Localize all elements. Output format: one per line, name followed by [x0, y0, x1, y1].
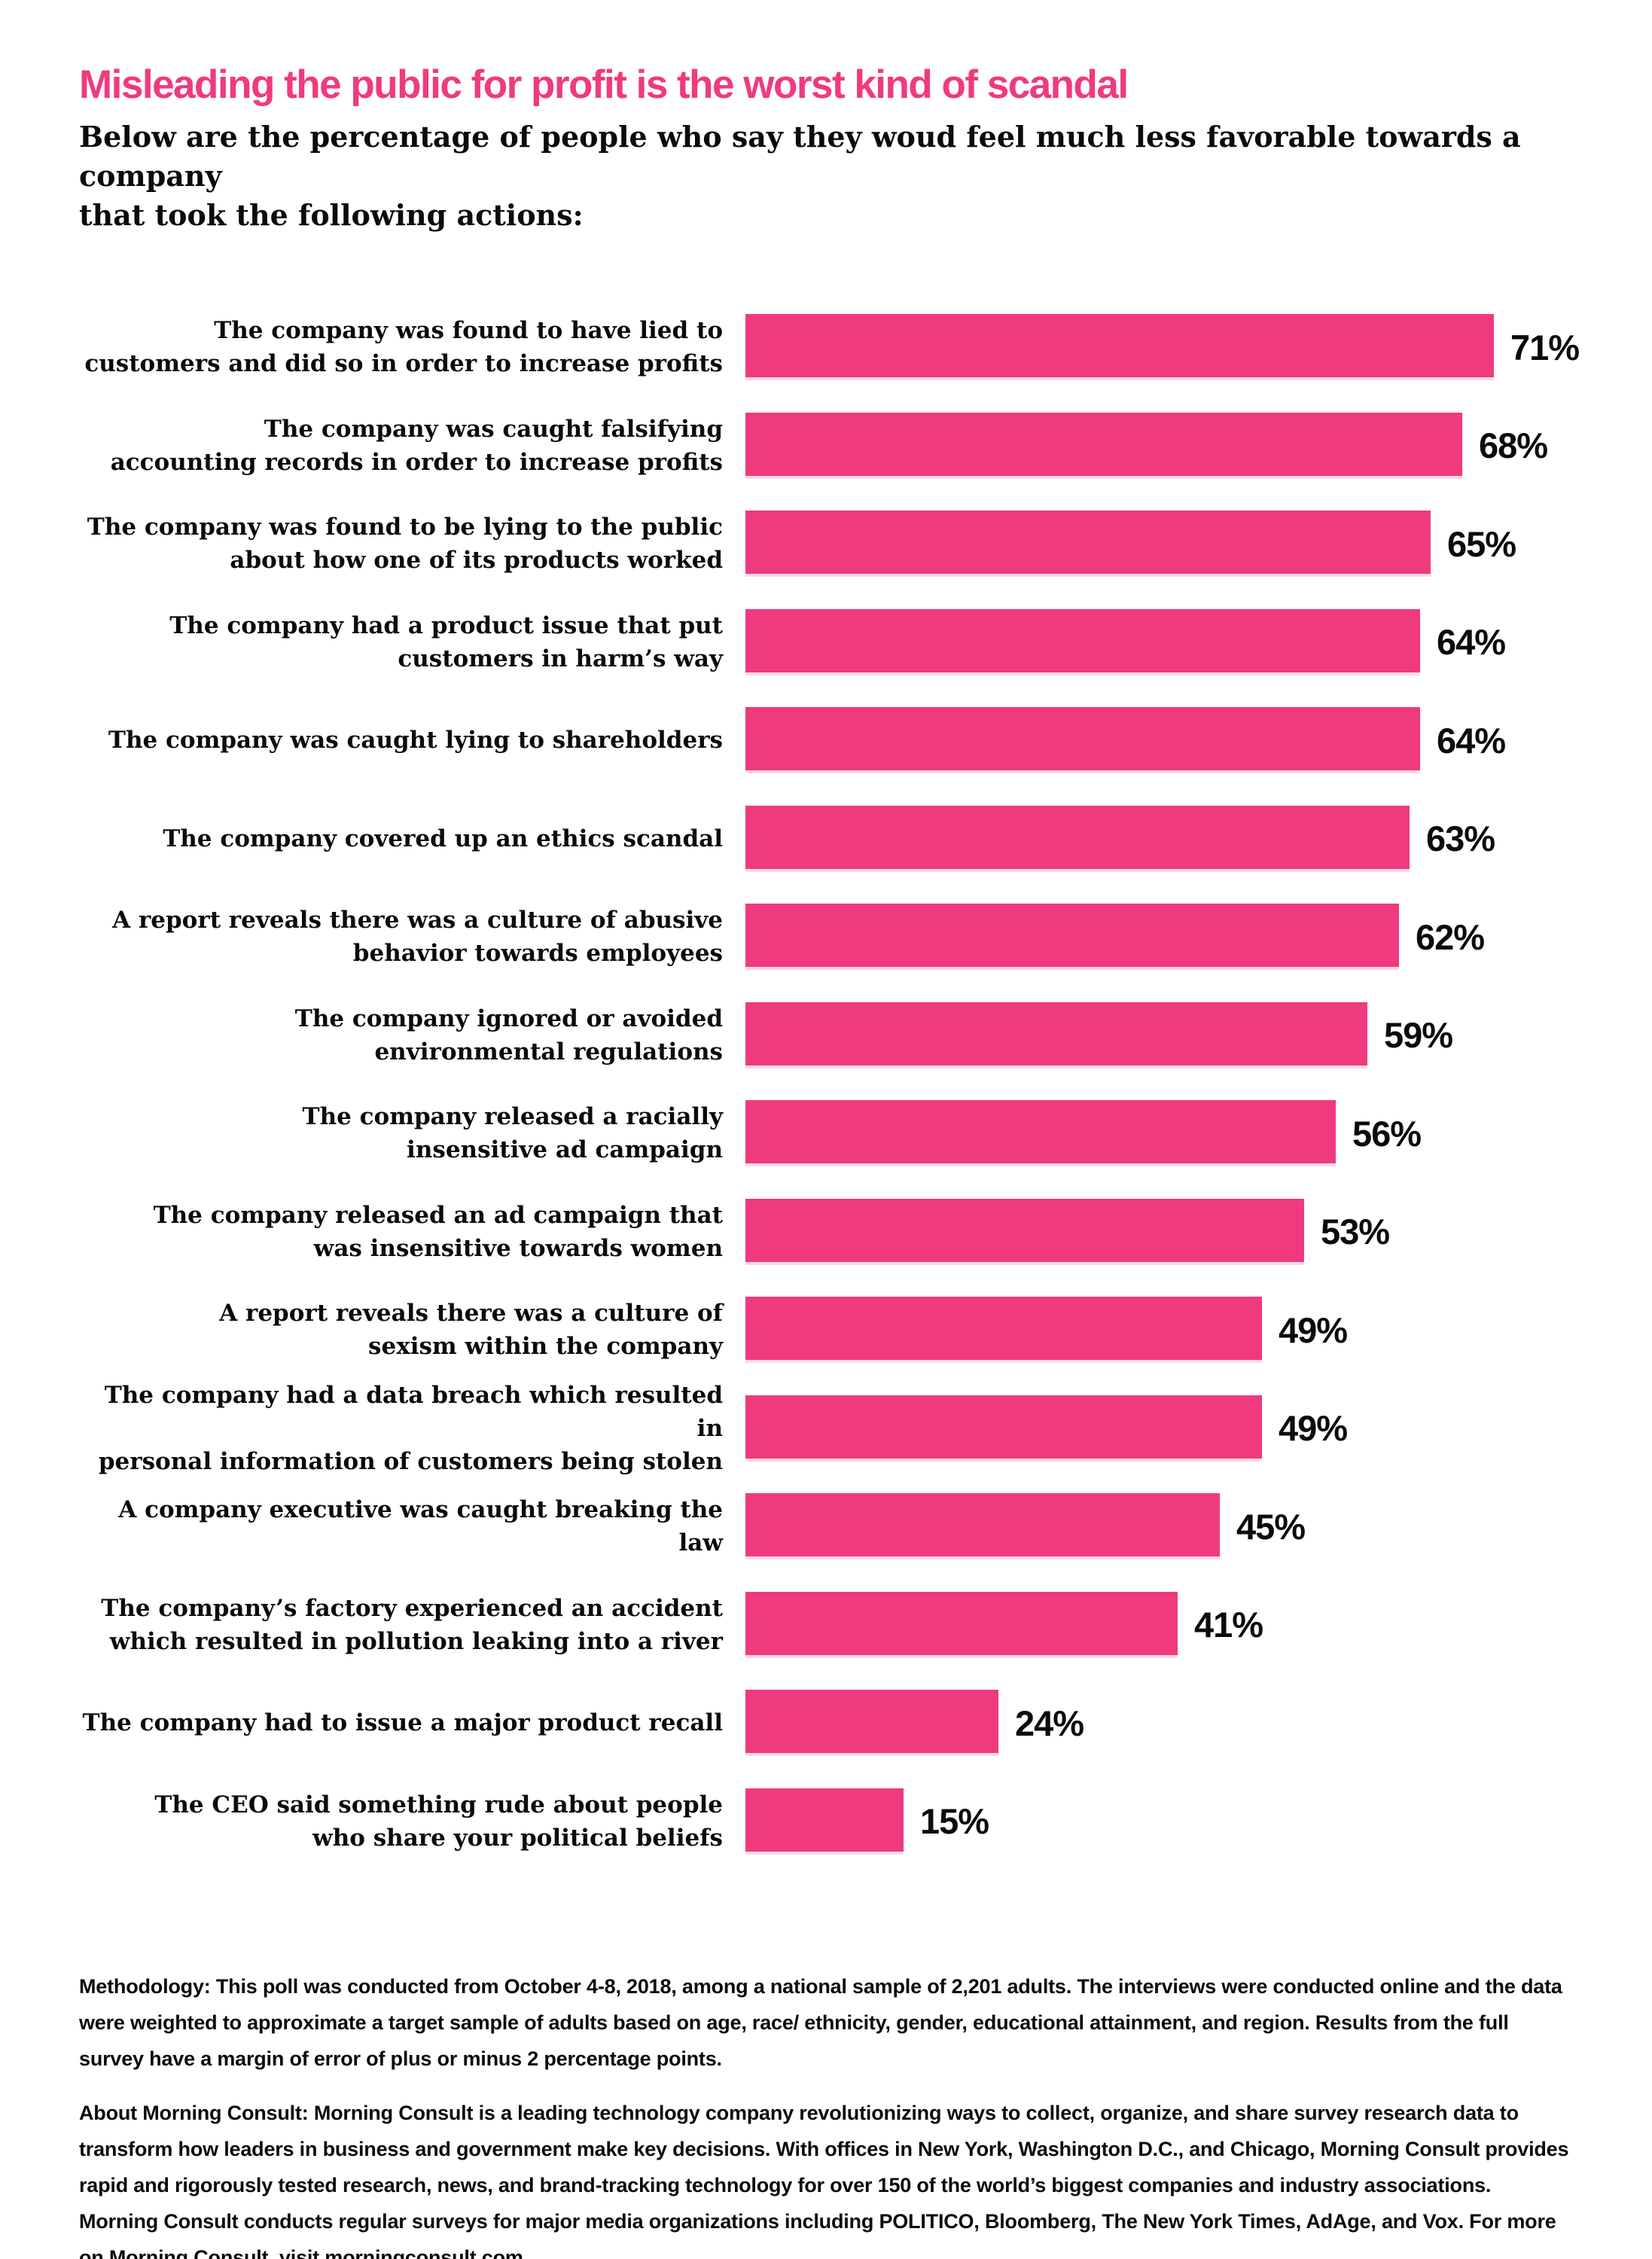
category-label: The company was found to be lying to the…	[87, 514, 723, 575]
bar-row: The CEO said something rude about people…	[0, 1773, 1652, 1871]
category-label: The company had a product issue that put…	[169, 611, 723, 672]
value-label: 65%	[1447, 523, 1516, 564]
bar	[745, 1100, 1336, 1167]
methodology-text: Methodology: This poll was conducted fro…	[79, 1975, 1562, 2070]
chart-header: Misleading the public for profit is the …	[0, 0, 1652, 235]
value-label: 68%	[1479, 425, 1548, 466]
bar-area: 45%	[745, 1493, 1652, 1560]
value-label: 49%	[1279, 1309, 1348, 1350]
category-label: The company was caught falsifying accoun…	[110, 415, 723, 476]
category-label: The company covered up an ethics scandal	[163, 825, 723, 852]
about-text: About Morning Consult: Morning Consult i…	[79, 2102, 1569, 2259]
bar-area: 15%	[745, 1788, 1652, 1855]
bar-area: 49%	[745, 1297, 1652, 1364]
bar	[745, 511, 1431, 578]
value-label: 24%	[1015, 1703, 1084, 1743]
footer: Methodology: This poll was conducted fro…	[0, 1968, 1652, 2259]
bar-row: The company was found to be lying to the…	[0, 495, 1652, 593]
bar	[745, 904, 1399, 971]
bar-area: 63%	[745, 805, 1652, 872]
bar-row: A report reveals there was a culture of …	[0, 888, 1652, 986]
bar-row: The company was caught lying to sharehol…	[0, 691, 1652, 790]
bar-area: 68%	[745, 412, 1652, 479]
bar-area: 64%	[745, 608, 1652, 675]
value-label: 53%	[1321, 1212, 1390, 1252]
category-label: The company was found to have lied to cu…	[84, 317, 723, 378]
bar-chart: The company was found to have lied to cu…	[0, 298, 1652, 1870]
value-label: 15%	[920, 1801, 989, 1842]
value-label: 71%	[1510, 327, 1580, 367]
bar-area: 64%	[745, 707, 1652, 774]
bar-row: A company executive was caught breaking …	[0, 1477, 1652, 1576]
bar-row: The company was caught falsifying accoun…	[0, 397, 1652, 495]
bar-row: The company was found to have lied to cu…	[0, 298, 1652, 397]
bar	[745, 314, 1494, 381]
bar-area: 24%	[745, 1690, 1652, 1757]
chart-title: Misleading the public for profit is the …	[79, 62, 1129, 107]
value-label: 64%	[1437, 622, 1506, 663]
category-label: The company had to issue a major product…	[82, 1709, 723, 1737]
category-label: The company released an ad campaign that…	[153, 1201, 723, 1262]
value-label: 62%	[1416, 916, 1485, 957]
chart-subtitle: Below are the percentage of people who s…	[79, 120, 1521, 232]
category-label: The company released a racially insensit…	[302, 1103, 723, 1164]
bar-area: 71%	[745, 314, 1652, 381]
bar	[745, 1297, 1262, 1364]
bar-row: The company released a racially insensit…	[0, 1084, 1652, 1183]
bar	[745, 1395, 1262, 1462]
bar	[745, 805, 1410, 872]
bar	[745, 1591, 1178, 1658]
bar	[745, 1198, 1304, 1265]
bar	[745, 1001, 1367, 1069]
bar	[745, 1690, 998, 1757]
bar-row: The company covered up an ethics scandal…	[0, 790, 1652, 889]
category-label: The company had a data breach which resu…	[98, 1381, 723, 1475]
category-label: The company’s factory experienced an acc…	[101, 1594, 723, 1655]
value-label: 41%	[1194, 1605, 1263, 1645]
bar-area: 59%	[745, 1001, 1652, 1069]
category-label: The CEO said something rude about people…	[154, 1791, 723, 1852]
value-label: 63%	[1426, 819, 1495, 859]
value-label: 64%	[1437, 720, 1506, 761]
bar-row: A report reveals there was a culture of …	[0, 1281, 1652, 1379]
bar	[745, 608, 1420, 675]
bar-row: The company had a product issue that put…	[0, 593, 1652, 692]
bar-area: 56%	[745, 1100, 1652, 1167]
category-label: The company ignored or avoided environme…	[294, 1005, 723, 1065]
bar-area: 53%	[745, 1198, 1652, 1265]
category-label: A report reveals there was a culture of …	[112, 907, 723, 968]
category-label: The company was caught lying to sharehol…	[108, 727, 723, 755]
bar-area: 49%	[745, 1395, 1652, 1462]
bar-row: The company had to issue a major product…	[0, 1674, 1652, 1773]
value-label: 49%	[1279, 1408, 1348, 1449]
bar-row: The company had a data breach which resu…	[0, 1379, 1652, 1478]
value-label: 45%	[1236, 1506, 1306, 1547]
bar	[745, 412, 1462, 479]
bar	[745, 1493, 1220, 1560]
bar	[745, 1788, 904, 1855]
bar-area: 65%	[745, 511, 1652, 578]
bar-area: 41%	[745, 1591, 1652, 1658]
bar-row: The company ignored or avoided environme…	[0, 986, 1652, 1085]
category-label: A report reveals there was a culture of …	[219, 1300, 723, 1361]
value-label: 59%	[1384, 1015, 1453, 1056]
bar-area: 62%	[745, 904, 1652, 971]
bar-row: The company’s factory experienced an acc…	[0, 1576, 1652, 1675]
value-label: 56%	[1352, 1113, 1422, 1154]
category-label: A company executive was caught breaking …	[118, 1496, 723, 1557]
bar-row: The company released an ad campaign that…	[0, 1183, 1652, 1282]
bar	[745, 707, 1420, 774]
